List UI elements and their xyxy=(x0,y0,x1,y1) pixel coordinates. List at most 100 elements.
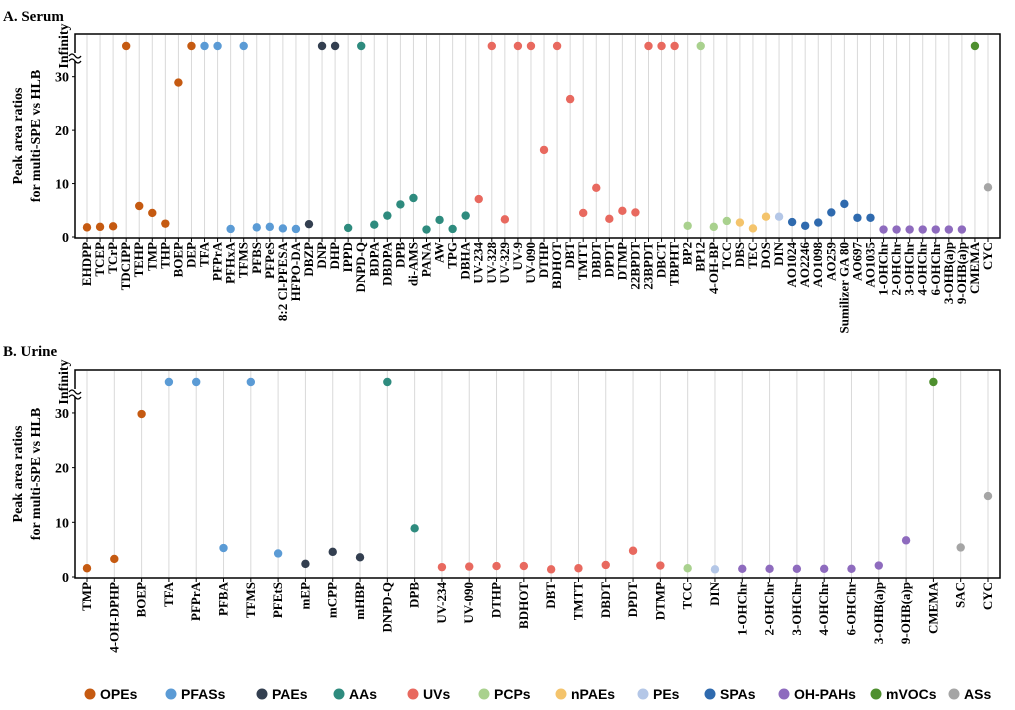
x-tick-label: 2-OHChr xyxy=(762,582,777,636)
x-tick-label: UV-234 xyxy=(434,582,449,624)
data-point-tehp xyxy=(135,201,144,211)
x-tick-label: 4-OH-BP xyxy=(706,242,721,294)
x-tick-label: TFA xyxy=(197,241,212,267)
x-tick-label: PFBA xyxy=(216,581,231,616)
x-tick-label: UV-234 xyxy=(471,242,486,284)
x-tick-label: TDCIPP xyxy=(118,242,133,290)
x-tick-label: DBDPA xyxy=(379,241,394,285)
data-point-1-ohchr xyxy=(738,564,747,573)
x-tick-label: BP2 xyxy=(680,242,695,265)
data-point-dtmp xyxy=(656,561,665,570)
x-tick-label: 3-OHChr xyxy=(789,582,804,636)
data-point-dpdt xyxy=(628,546,638,555)
data-point-22bpdt xyxy=(631,208,640,217)
x-tick-label: AO1035 xyxy=(862,242,877,288)
data-point-dpdt xyxy=(605,214,614,224)
legend-swatch-oh-pahs xyxy=(778,688,790,700)
x-tick-label: UV-328 xyxy=(484,242,499,284)
data-point-mhbp xyxy=(355,553,365,562)
y-tick-label: 10 xyxy=(55,516,69,531)
legend-label-pcps: PCPs xyxy=(494,686,531,702)
legend-swatch-uvs xyxy=(407,688,419,700)
data-point-tcep xyxy=(95,222,105,232)
legend-swatch-aas xyxy=(333,688,345,700)
x-tick-label: TCC xyxy=(719,242,734,269)
x-tick-label: mEP xyxy=(297,582,312,610)
data-point-tbpht xyxy=(670,41,679,51)
data-point-tec xyxy=(748,224,758,233)
x-tick-label: di-AMS xyxy=(405,242,420,286)
data-point-dbdpa xyxy=(383,211,392,220)
x-tick-label: PFPeS xyxy=(262,242,277,279)
urine-panel: B. Urine Peak area ratios for multi-SPE vs… xyxy=(3,344,1001,653)
x-tick-label: UV-090 xyxy=(523,242,538,284)
y-tick-label: 30 xyxy=(55,71,69,86)
data-point-8-2-cl-pfesa xyxy=(278,224,288,233)
x-tick-label: 6-OHChr xyxy=(843,582,858,636)
x-tick-label: 2-OHChr xyxy=(889,242,904,296)
x-tick-label: DPB xyxy=(392,242,407,268)
x-tick-label: 6-OHChr xyxy=(928,242,943,296)
data-point-di-ams xyxy=(409,193,418,203)
x-tick-label: AO1024 xyxy=(784,242,799,288)
infinity-label: Infinity xyxy=(57,23,72,68)
data-point-mep xyxy=(301,559,310,569)
legend-label-aas: AAs xyxy=(349,686,377,702)
x-tick-label: AO1098 xyxy=(810,242,825,288)
x-tick-label: CMEMA xyxy=(925,581,940,634)
data-point-sac xyxy=(956,543,965,552)
x-tick-label: DBT xyxy=(562,242,577,269)
data-point-23bpdt xyxy=(644,41,653,51)
legend-label-pes: PEs xyxy=(653,686,680,702)
legend-label-mvocs: mVOCs xyxy=(886,686,937,702)
x-tick-label: 8:2 Cl-PFESA xyxy=(275,241,290,321)
data-point-6-ohchr xyxy=(847,564,856,573)
panel-title: B. Urine xyxy=(3,344,58,360)
x-tick-label: 4-OHChr xyxy=(915,242,930,296)
data-point-boep xyxy=(137,409,146,419)
legend-swatch-pcps xyxy=(478,688,490,700)
data-point-dnpd-q xyxy=(357,41,366,51)
data-point-tcc xyxy=(722,216,732,226)
x-tick-label: DOS xyxy=(758,242,773,269)
data-point-3-ohb-a-p xyxy=(874,561,883,570)
x-tick-label: DIN xyxy=(771,241,786,265)
data-point-6-ohchr xyxy=(931,225,940,234)
data-point-tmtt xyxy=(579,208,588,218)
panel-title: A. Serum xyxy=(3,9,64,25)
x-tick-label: 1-OHChr xyxy=(876,242,891,296)
data-point-tcc xyxy=(683,564,692,573)
y-axis-label: for multi-SPE vs HLB xyxy=(29,408,44,540)
data-point-dpb xyxy=(396,200,405,209)
data-point-tmp xyxy=(148,208,157,218)
x-tick-label: EHDPP xyxy=(79,242,94,286)
data-point-4-oh-bp xyxy=(709,222,718,232)
data-point-boep xyxy=(174,78,183,87)
data-point-dthp xyxy=(492,561,501,571)
x-tick-label: TFMS xyxy=(236,242,251,278)
data-point-dbs xyxy=(735,218,745,227)
x-tick-label: CMEMA xyxy=(967,241,982,294)
x-tick-label: 9-OHB(a)p xyxy=(954,242,969,304)
axis-break-mark xyxy=(68,53,82,59)
x-tick-label: 3-OHB(a)p xyxy=(871,582,886,644)
x-tick-label: 9-OHB(a)p xyxy=(898,582,913,644)
x-tick-label: CYC xyxy=(980,242,995,270)
x-tick-label: DTHP xyxy=(536,242,551,278)
x-tick-label: DBHA xyxy=(458,241,473,279)
x-tick-label: AW xyxy=(432,242,447,263)
x-tick-label: mHBP xyxy=(352,582,367,620)
data-point-bdpa xyxy=(370,220,379,229)
data-point-pfpra xyxy=(192,377,201,387)
legend: OPEs PFASs PAEs AAs UVs PCPs nPAEs PEs SPAs OH-PA… xyxy=(84,686,991,702)
x-tick-label: UV-329 xyxy=(497,242,512,284)
x-tick-label: mCPP xyxy=(325,582,340,618)
serum-panel: A. Serum Peak area ratios for multi-SPE vs… xyxy=(3,9,1001,333)
x-tick-label: DPDT xyxy=(601,242,616,278)
x-tick-label: TCrP xyxy=(105,242,120,274)
data-point-3-ohchr xyxy=(792,564,802,573)
x-tick-label: 23BPDT xyxy=(640,242,655,290)
data-point-ippd xyxy=(343,223,353,233)
legend-label-npaes: nPAEs xyxy=(571,686,615,702)
